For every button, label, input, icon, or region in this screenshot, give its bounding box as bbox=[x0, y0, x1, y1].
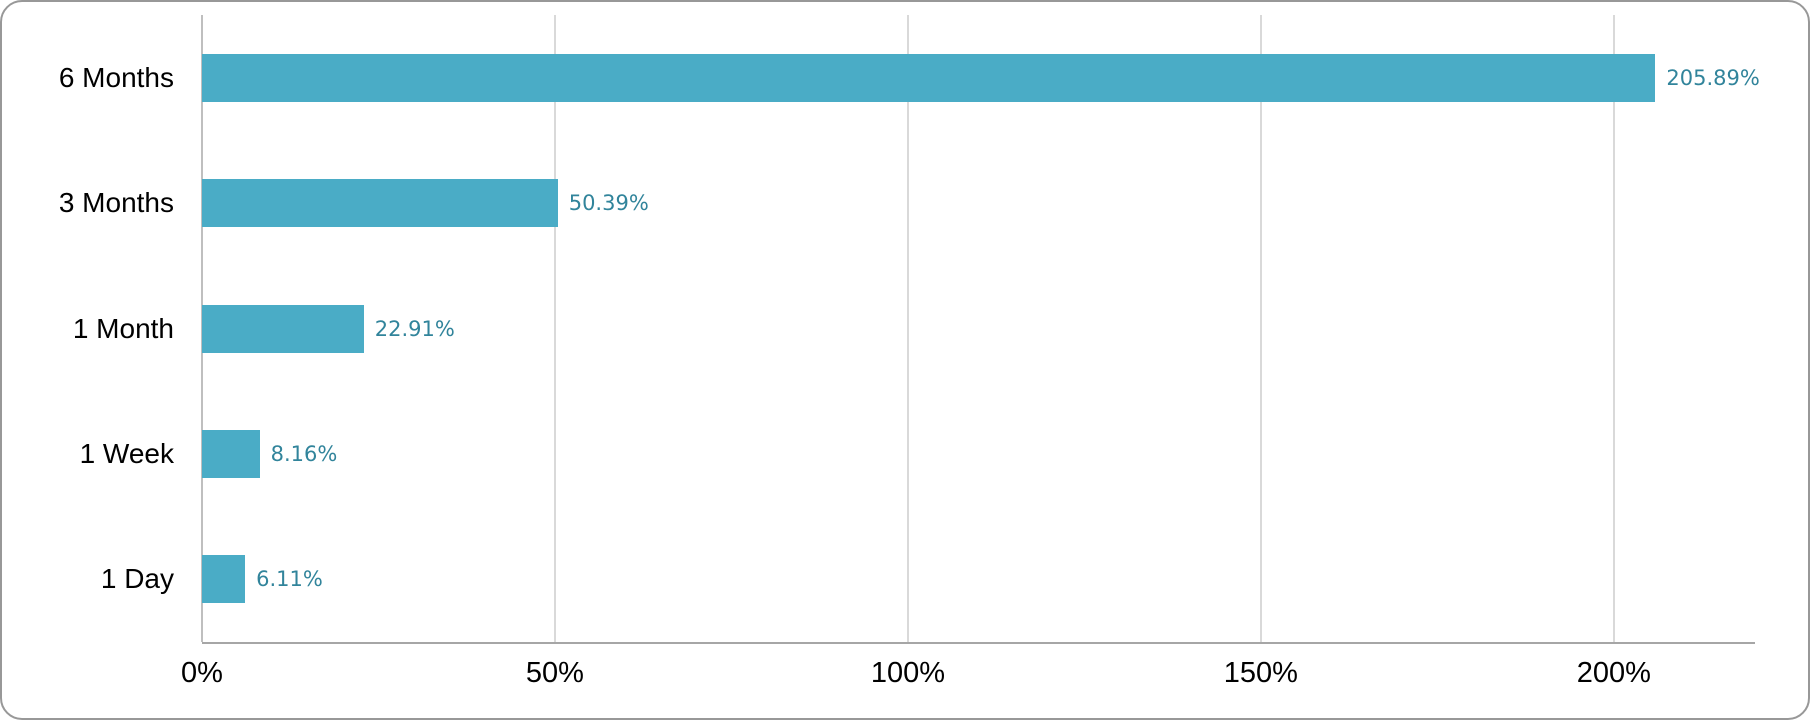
bar-value-label: 50.39% bbox=[568, 191, 649, 216]
x-tick-label: 150% bbox=[1223, 657, 1298, 689]
bar-3-months bbox=[202, 179, 558, 228]
x-tick-label: 50% bbox=[525, 657, 584, 689]
category-label: 1 Month bbox=[72, 312, 174, 344]
category-label: 1 Day bbox=[100, 563, 174, 595]
bar-value-label: 22.91% bbox=[374, 316, 455, 341]
x-tick-label: 100% bbox=[870, 657, 945, 689]
vertical-gridline bbox=[906, 15, 909, 642]
bar-1-week bbox=[202, 429, 260, 478]
bar-value-label: 205.89% bbox=[1666, 65, 1760, 90]
bar-6-months bbox=[202, 53, 1656, 102]
vertical-gridline bbox=[1612, 15, 1615, 642]
plot-area: 205.89% 50.39% 22.91% 8.16% 6.11% bbox=[201, 15, 1760, 644]
x-tick-label: 200% bbox=[1576, 657, 1651, 689]
vertical-gridline bbox=[1259, 15, 1262, 642]
bar-1-day bbox=[202, 555, 246, 604]
bar-1-month bbox=[202, 304, 364, 353]
vertical-gridline bbox=[553, 15, 556, 642]
x-axis-line bbox=[202, 642, 1755, 644]
category-label: 3 Months bbox=[58, 187, 174, 219]
bar-value-label: 6.11% bbox=[256, 567, 323, 592]
category-label: 1 Week bbox=[79, 437, 174, 469]
category-label: 6 Months bbox=[58, 61, 174, 93]
x-tick-label: 0% bbox=[181, 657, 223, 689]
bar-value-label: 8.16% bbox=[270, 441, 338, 466]
